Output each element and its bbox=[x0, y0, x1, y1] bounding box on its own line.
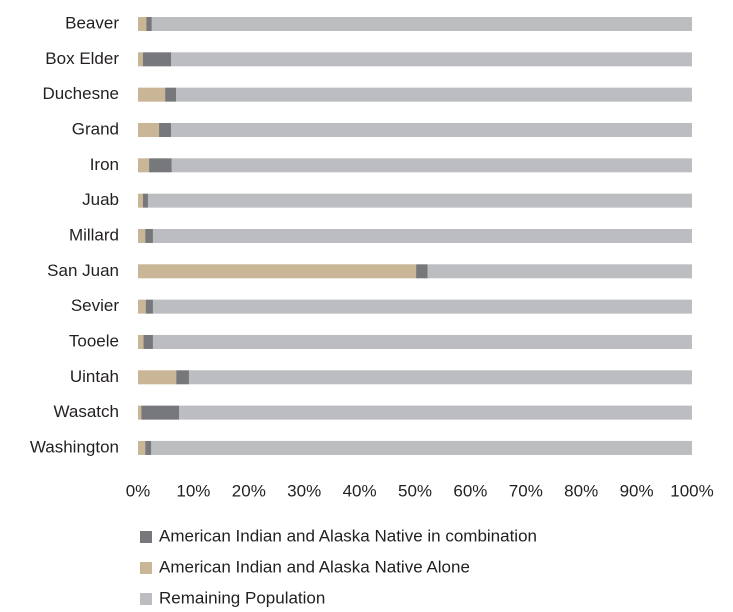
bar-segment bbox=[427, 264, 692, 279]
bar-segment bbox=[146, 17, 152, 31]
bar-segment bbox=[145, 228, 153, 243]
y-tick-label: Box Elder bbox=[45, 49, 119, 68]
y-tick-label: Juab bbox=[82, 190, 119, 209]
x-tick-label: 20% bbox=[232, 481, 266, 500]
x-tick-label: 80% bbox=[564, 481, 598, 500]
x-tick-label: 50% bbox=[398, 481, 432, 500]
y-tick-label: Grand bbox=[72, 119, 119, 138]
bar-segment bbox=[145, 440, 152, 455]
y-tick-label: Tooele bbox=[69, 331, 119, 350]
bar-segment bbox=[159, 122, 172, 137]
bar-segment bbox=[188, 370, 692, 385]
bar-segment bbox=[171, 52, 693, 67]
bar-segment bbox=[176, 87, 692, 102]
bar-segment bbox=[138, 228, 146, 243]
bar-segment bbox=[138, 122, 160, 137]
bar-segment bbox=[138, 17, 147, 31]
y-tick-label: Duchesne bbox=[42, 84, 119, 103]
x-tick-label: 90% bbox=[620, 481, 654, 500]
bar-segment bbox=[176, 370, 189, 385]
bar-segment bbox=[143, 334, 153, 349]
bar-segment bbox=[145, 299, 153, 314]
y-tick-label: Washington bbox=[30, 437, 119, 456]
bar-segment bbox=[151, 440, 692, 455]
bar-segment bbox=[142, 52, 172, 67]
bar-segment bbox=[138, 264, 417, 279]
x-tick-label: 40% bbox=[343, 481, 377, 500]
y-tick-label: Wasatch bbox=[53, 402, 119, 421]
bar-segment bbox=[178, 405, 693, 420]
y-tick-label: Beaver bbox=[65, 13, 119, 32]
bar-segment bbox=[152, 334, 692, 349]
bar-segment bbox=[152, 228, 692, 243]
x-tick-label: 10% bbox=[176, 481, 210, 500]
y-tick-label: Millard bbox=[69, 225, 119, 244]
y-tick-label: Iron bbox=[90, 155, 119, 174]
bar-segment bbox=[138, 158, 150, 173]
y-tick-label: Sevier bbox=[71, 296, 120, 315]
bar-segment bbox=[138, 193, 143, 208]
bar-segment bbox=[138, 334, 144, 349]
legend-label: American Indian and Alaska Native in com… bbox=[159, 526, 537, 545]
bar-segment bbox=[138, 370, 177, 385]
y-tick-label: Uintah bbox=[70, 367, 119, 386]
x-tick-label: 30% bbox=[287, 481, 321, 500]
y-tick-label: San Juan bbox=[47, 261, 119, 280]
bar-segment bbox=[152, 299, 692, 314]
legend-swatch bbox=[140, 531, 152, 543]
bar-segment bbox=[151, 17, 693, 31]
bar-segment bbox=[147, 193, 693, 208]
legend-label: American Indian and Alaska Native Alone bbox=[159, 557, 470, 576]
bar-segment bbox=[138, 299, 146, 314]
x-tick-label: 70% bbox=[509, 481, 543, 500]
bar-segment bbox=[165, 87, 177, 102]
bar-segment bbox=[138, 87, 166, 102]
x-tick-label: 100% bbox=[670, 481, 713, 500]
bar-segment bbox=[138, 440, 146, 455]
bar-segment bbox=[171, 122, 693, 137]
bar-segment bbox=[138, 405, 142, 420]
legend-swatch bbox=[140, 562, 152, 574]
x-tick-label: 60% bbox=[453, 481, 487, 500]
bar-segment bbox=[171, 158, 692, 173]
bar-segment bbox=[138, 52, 143, 67]
legend-swatch bbox=[140, 593, 152, 605]
bar-segment bbox=[416, 264, 428, 279]
legend-label: Remaining Population bbox=[159, 588, 325, 607]
x-tick-label: 0% bbox=[126, 481, 151, 500]
bar-segment bbox=[142, 193, 148, 208]
bar-segment bbox=[149, 158, 172, 173]
bar-segment bbox=[141, 405, 179, 420]
